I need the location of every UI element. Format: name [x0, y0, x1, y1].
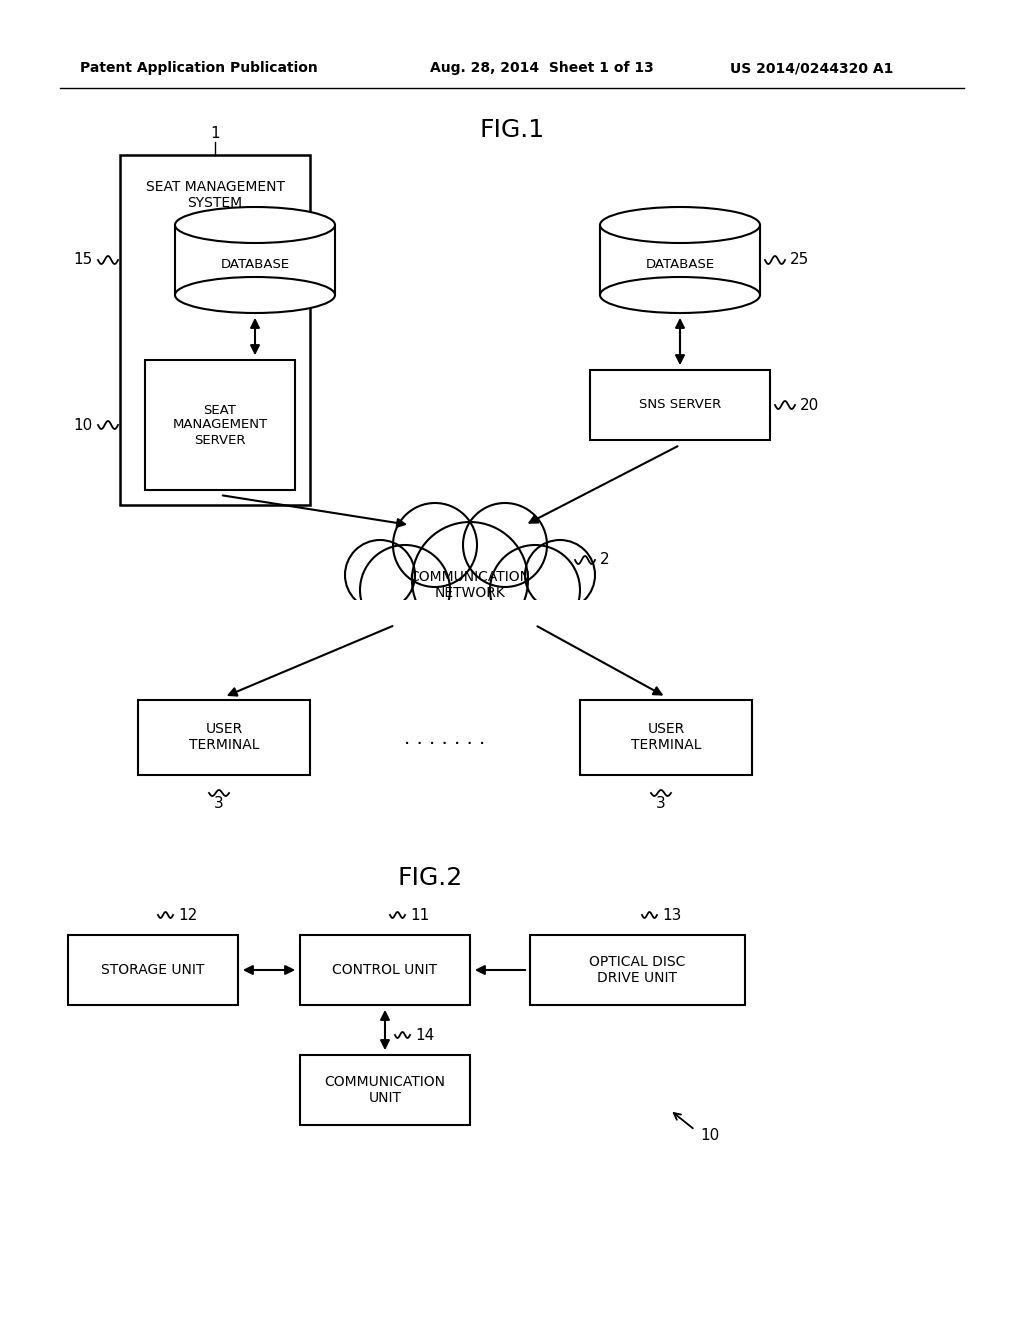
- Text: COMMUNICATION
NETWORK: COMMUNICATION NETWORK: [410, 570, 530, 601]
- Bar: [340, 601, 600, 671]
- Text: 25: 25: [790, 252, 809, 268]
- Circle shape: [463, 503, 547, 587]
- Text: 12: 12: [178, 908, 198, 923]
- Bar: [68, 935, 238, 1005]
- Text: 15: 15: [74, 252, 93, 268]
- Circle shape: [525, 540, 595, 610]
- Circle shape: [393, 503, 477, 587]
- Text: USER
TERMINAL: USER TERMINAL: [631, 722, 701, 752]
- Text: 14: 14: [415, 1027, 434, 1043]
- Text: DATABASE: DATABASE: [645, 259, 715, 272]
- Circle shape: [490, 545, 580, 635]
- Bar: [300, 1055, 470, 1125]
- Bar: [530, 935, 745, 1005]
- Ellipse shape: [600, 207, 760, 243]
- Text: OPTICAL DISC
DRIVE UNIT: OPTICAL DISC DRIVE UNIT: [589, 954, 685, 985]
- Text: SNS SERVER: SNS SERVER: [639, 399, 721, 412]
- Text: 3: 3: [656, 796, 666, 810]
- Text: US 2014/0244320 A1: US 2014/0244320 A1: [730, 61, 893, 75]
- Text: STORAGE UNIT: STORAGE UNIT: [101, 964, 205, 977]
- Text: 1: 1: [210, 125, 220, 140]
- Bar: [590, 370, 770, 440]
- Ellipse shape: [175, 207, 335, 243]
- Circle shape: [345, 540, 415, 610]
- Circle shape: [360, 545, 450, 635]
- Text: USER
TERMINAL: USER TERMINAL: [188, 722, 259, 752]
- Text: FIG.1: FIG.1: [479, 117, 545, 143]
- Text: DATABASE: DATABASE: [220, 259, 290, 272]
- Text: 2: 2: [600, 553, 609, 568]
- Bar: [175, 224, 335, 294]
- Text: SEAT
MANAGEMENT
SERVER: SEAT MANAGEMENT SERVER: [172, 404, 267, 446]
- Text: Patent Application Publication: Patent Application Publication: [80, 61, 317, 75]
- Text: 3: 3: [214, 796, 224, 810]
- Ellipse shape: [600, 277, 760, 313]
- Bar: [580, 700, 752, 775]
- Text: SEAT MANAGEMENT
SYSTEM: SEAT MANAGEMENT SYSTEM: [145, 180, 285, 210]
- Text: . . . . . . .: . . . . . . .: [404, 729, 485, 747]
- Text: Aug. 28, 2014  Sheet 1 of 13: Aug. 28, 2014 Sheet 1 of 13: [430, 61, 653, 75]
- Bar: [600, 224, 760, 294]
- Text: 13: 13: [662, 908, 681, 923]
- Text: CONTROL UNIT: CONTROL UNIT: [333, 964, 437, 977]
- Ellipse shape: [175, 277, 335, 313]
- Text: 11: 11: [410, 908, 429, 923]
- Text: FIG.2: FIG.2: [397, 866, 463, 890]
- Text: 10: 10: [700, 1127, 719, 1143]
- Text: 10: 10: [74, 417, 93, 433]
- Bar: [120, 154, 310, 506]
- Circle shape: [412, 521, 528, 638]
- Bar: [138, 700, 310, 775]
- Text: COMMUNICATION
UNIT: COMMUNICATION UNIT: [325, 1074, 445, 1105]
- Bar: [300, 935, 470, 1005]
- Bar: [145, 360, 295, 490]
- Text: 20: 20: [800, 397, 819, 412]
